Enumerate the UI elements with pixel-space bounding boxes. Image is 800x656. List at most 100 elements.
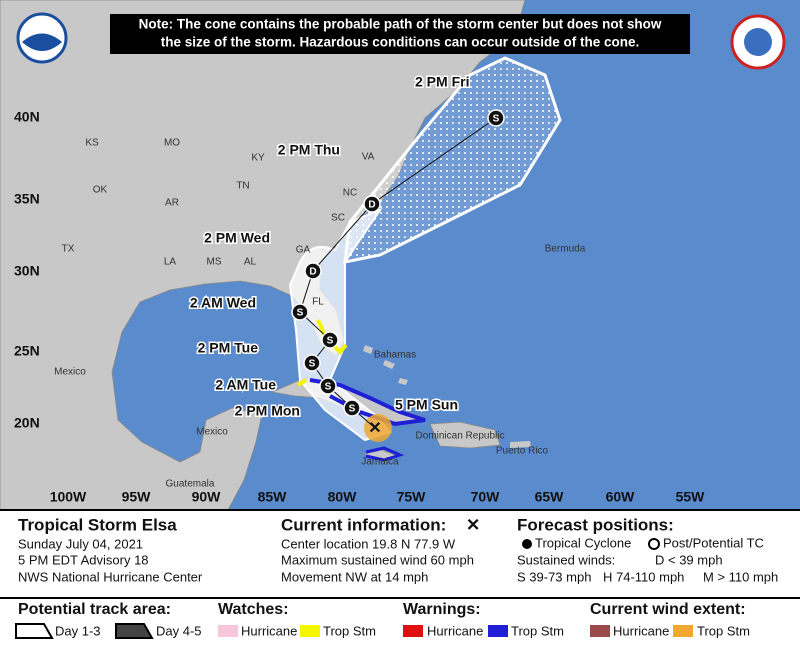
forecast-time: 2 PM Mon [235, 403, 300, 419]
forecast-point [303, 354, 321, 372]
place-label: GA [296, 245, 311, 256]
place-label: Guatemala [166, 479, 215, 490]
wind-class: H 74-110 mph [603, 569, 684, 584]
forecast-intensity: S [297, 308, 304, 319]
wind-class: S 39-73 mph [517, 569, 591, 584]
forecast-point [321, 331, 339, 349]
place-label: Mexico [196, 427, 228, 438]
storm-warning-jamaica [365, 446, 405, 462]
forecast-point [319, 377, 337, 395]
note-line: the size of the storm. Hazardous conditi… [161, 35, 640, 50]
noaa-logo [16, 12, 68, 64]
warning-label: Trop Stm [511, 623, 564, 638]
longitude-label: 70W [471, 489, 501, 505]
longitude-label: 65W [535, 489, 565, 505]
forecast-intensity: D [368, 200, 375, 211]
storm-warning [309, 378, 426, 427]
place-label: Bermuda [545, 244, 586, 255]
forecast-time: 2 PM Thu [278, 142, 340, 158]
place-label: TX [62, 244, 75, 255]
note-box [110, 14, 690, 54]
current-symbol: ✕ [466, 515, 480, 534]
day45-label: Day 4-5 [156, 623, 202, 638]
place-label: AL [244, 257, 257, 268]
extent-label: Trop Stm [697, 623, 750, 638]
latitude-label: 35N [14, 191, 40, 207]
day13-symbol [15, 623, 54, 639]
longitude-label: 80W [328, 489, 358, 505]
longitude-label: 75W [397, 489, 427, 505]
place-label: KS [85, 138, 99, 149]
forecast-point [291, 303, 309, 321]
date: Sunday July 04, 2021 [18, 536, 143, 551]
forecast-time: 2 AM Tue [215, 377, 276, 393]
warning-hurricane-swatch [403, 625, 423, 637]
longitude-label: 100W [50, 489, 87, 505]
place-label: Puerto Rico [496, 446, 549, 457]
extent-storm-swatch [673, 625, 693, 637]
place-label: Mexico [54, 367, 86, 378]
watch-storm-swatch [300, 625, 320, 637]
forecast-time: 2 PM Wed [204, 230, 270, 246]
tc-symbol [522, 539, 532, 549]
agency: NWS National Hurricane Center [18, 569, 203, 584]
storm-name: Tropical Storm Elsa [18, 515, 177, 534]
place-label: MO [164, 138, 180, 149]
place-label: Jamaica [361, 457, 399, 468]
forecast-time: 5 PM Sun [395, 397, 458, 413]
latitude-label: 25N [14, 343, 40, 359]
latitude-label: 30N [14, 263, 40, 279]
forecast-intensity: S [309, 359, 316, 370]
place-label: AR [165, 198, 179, 209]
cone-day-4-5 [343, 56, 562, 264]
longitude-label: 55W [676, 489, 706, 505]
longitude-label: 85W [258, 489, 288, 505]
wind-class: M > 110 mph [703, 569, 778, 584]
forecast-intensity: S [493, 114, 500, 125]
extent-label: Hurricane [613, 623, 669, 638]
map: Note: The cone contains the probable pat… [0, 0, 800, 511]
place-label: LA [164, 257, 177, 268]
watch-hurricane-swatch [218, 625, 238, 637]
track-title: Potential track area: [18, 601, 171, 618]
sustained-label: Sustained winds: [517, 552, 615, 567]
tc-label: Tropical Cyclone [535, 535, 631, 550]
latitude-label: 40N [14, 109, 40, 125]
longitude-label: 95W [122, 489, 152, 505]
warnings-title: Warnings: [403, 601, 481, 618]
extent-title: Current wind extent: [590, 601, 746, 618]
place-label: FL [312, 297, 324, 308]
forecast-time: 2 PM Tue [198, 340, 259, 356]
forecast-time: 2 AM Wed [190, 295, 256, 311]
place-label: OK [93, 185, 108, 196]
place-label: TN [236, 181, 249, 192]
place-label: KY [251, 153, 265, 164]
wind-class: D < 39 mph [655, 552, 723, 567]
legend: Tropical Storm Elsa Sunday July 04, 2021… [0, 509, 800, 656]
ptc-symbol [648, 538, 660, 550]
current-position: ✕ [368, 420, 381, 437]
current-title: Current information: [281, 515, 446, 534]
land-hispaniola [429, 421, 501, 449]
place-label: NC [343, 188, 357, 199]
extent-hurricane-swatch [590, 625, 610, 637]
forecast-point [487, 109, 505, 127]
forecast-point [343, 399, 361, 417]
place-label: Bahamas [374, 350, 416, 361]
wind-extent [364, 414, 392, 442]
watch-label: Hurricane [241, 623, 297, 638]
place-label: VA [362, 152, 375, 163]
advisory: 5 PM EDT Advisory 18 [18, 552, 149, 567]
forecast-title: Forecast positions: [517, 515, 674, 534]
storm-watch-cuba [296, 378, 308, 387]
warning-storm-swatch [488, 625, 508, 637]
latitude-label: 20N [14, 415, 40, 431]
place-label: SC [331, 213, 345, 224]
watches-title: Watches: [218, 601, 289, 618]
nws-logo [730, 14, 786, 70]
forecast-intensity: S [325, 382, 332, 393]
current-line: Center location 19.8 N 77.9 W [281, 536, 456, 551]
note-line: Note: The cone contains the probable pat… [139, 17, 662, 32]
current-line: Maximum sustained wind 60 mph [281, 552, 474, 567]
